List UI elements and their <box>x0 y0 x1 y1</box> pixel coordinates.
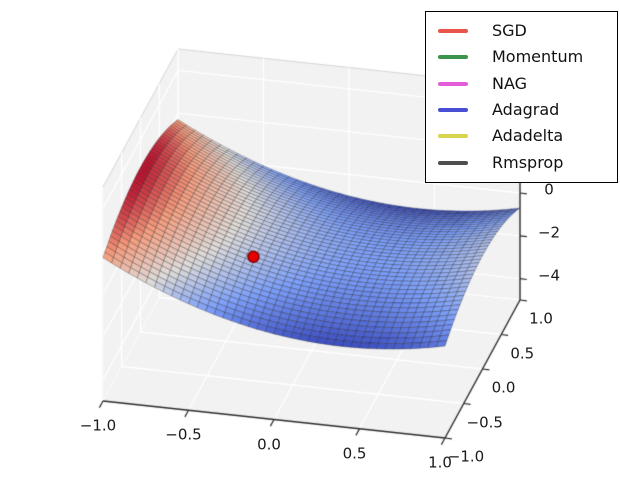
legend-label: Adadelta <box>492 126 564 146</box>
legend-item-sgd: SGD <box>438 18 607 44</box>
legend-line-swatch <box>438 160 468 165</box>
legend-label: Adagrad <box>492 100 560 120</box>
legend-label: NAG <box>492 73 528 93</box>
legend-item-adagrad: Adagrad <box>438 97 607 123</box>
legend-line-swatch <box>438 108 468 113</box>
legend: SGD Momentum NAG Adagrad Adadelta Rmsprop <box>425 11 618 183</box>
legend-item-momentum: Momentum <box>438 44 607 70</box>
legend-item-nag: NAG <box>438 71 607 97</box>
legend-label: Rmsprop <box>492 152 564 172</box>
legend-line-swatch <box>438 134 468 139</box>
legend-line-swatch <box>438 55 468 60</box>
legend-line-swatch <box>438 81 468 86</box>
legend-label: Momentum <box>492 47 584 67</box>
legend-label: SGD <box>492 21 527 41</box>
legend-item-adadelta: Adadelta <box>438 123 607 149</box>
legend-item-rmsprop: Rmsprop <box>438 150 607 176</box>
legend-line-swatch <box>438 29 468 34</box>
